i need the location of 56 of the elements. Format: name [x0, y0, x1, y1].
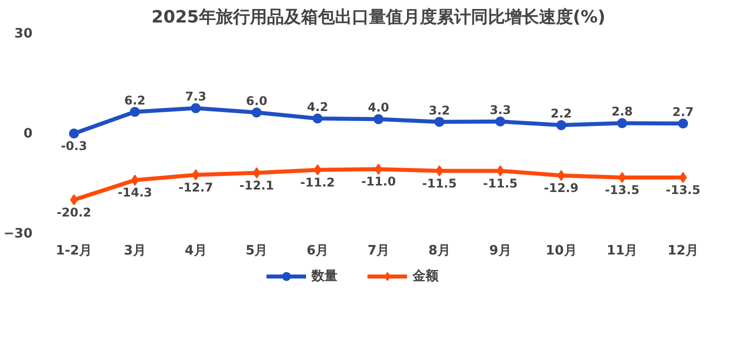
data-label: 3.2 — [428, 103, 450, 118]
data-label: -12.9 — [544, 181, 579, 195]
data-label: 3.3 — [490, 103, 511, 117]
x-tick-label: 7月 — [367, 244, 390, 258]
data-label: 2.7 — [672, 105, 694, 119]
point — [617, 118, 628, 128]
point — [618, 172, 626, 183]
data-label: 7.3 — [185, 90, 206, 104]
y-tick-label: −30 — [4, 226, 32, 242]
data-label: 4.2 — [306, 100, 328, 114]
point — [496, 165, 504, 176]
data-label: -12.1 — [239, 178, 274, 192]
data-label: 6.2 — [124, 93, 146, 108]
data-label: -13.5 — [604, 183, 640, 197]
x-tick-label: 5月 — [246, 244, 268, 258]
point — [252, 167, 261, 178]
x-tick-label: 10月 — [546, 244, 577, 258]
point — [192, 169, 200, 180]
x-tick-label: 11月 — [606, 244, 638, 258]
x-tick-label: 3月 — [124, 244, 146, 258]
data-label: -12.7 — [178, 180, 214, 194]
x-tick-label: 9月 — [489, 244, 512, 258]
data-label: -14.3 — [118, 186, 152, 200]
data-label: -13.5 — [666, 183, 700, 197]
y-tick-label: 30 — [14, 26, 33, 42]
data-label: 2.8 — [612, 104, 633, 119]
point — [679, 172, 687, 183]
x-tick-label: 1-2月 — [56, 244, 92, 258]
point — [434, 116, 444, 127]
data-label: 4.0 — [368, 100, 390, 115]
x-tick-label: 4月 — [184, 244, 207, 258]
x-tick-label: 12月 — [668, 244, 699, 258]
legend-label: 数量 — [311, 268, 338, 285]
point — [495, 116, 506, 126]
point — [557, 170, 566, 181]
data-label: -11.0 — [361, 174, 396, 189]
data-label: -20.2 — [56, 205, 92, 220]
chart-title: 2025年旅行用品及箱包出口量值月度累计同比增长速度(%) — [152, 8, 606, 28]
data-label: 6.0 — [246, 94, 268, 108]
point — [556, 120, 566, 130]
point — [312, 114, 323, 124]
x-tick-label: 6月 — [306, 244, 329, 258]
y-tick-label: 0 — [23, 126, 32, 142]
point — [130, 106, 140, 117]
point — [68, 128, 79, 138]
point — [190, 103, 201, 114]
legend-label: 金额 — [412, 268, 438, 285]
data-label: -11.5 — [422, 176, 457, 190]
data-label: 2.2 — [550, 106, 572, 121]
point — [252, 108, 262, 118]
point — [374, 114, 384, 124]
data-label: -0.3 — [60, 139, 88, 153]
x-tick-label: 8月 — [428, 244, 450, 258]
data-label: -11.5 — [483, 176, 518, 190]
point — [678, 118, 688, 128]
data-label: -11.2 — [300, 175, 335, 190]
